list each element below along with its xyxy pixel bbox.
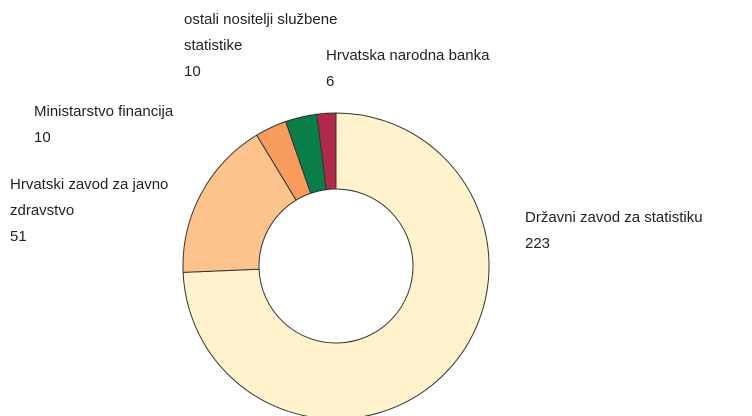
label-name: ostali nositelji službene statistike [184,11,338,54]
donut-segment [316,112,337,191]
label-name: Hrvatski zavod za javno zdravstvo [10,176,169,219]
label-name: Državni zavod za statistiku [525,209,703,226]
label-value: 51 [10,228,27,245]
label-value: 6 [326,73,335,90]
label: Hrvatska narodna banka 6 [326,43,566,95]
label-name: Hrvatska narodna banka [326,47,490,64]
label-name: Ministarstvo financija [34,103,174,120]
label: Ministarstvo financija 10 [34,99,234,151]
label-value: 223 [525,235,551,252]
label-value: 10 [34,129,51,146]
donut-segment [182,112,490,416]
label: Hrvatski zavod za javno zdravstvo 51 [10,172,175,250]
label-value: 10 [184,63,201,80]
label: Državni zavod za statistiku 223 [525,205,752,257]
label: ostali nositelji službene statistike 10 [184,7,369,85]
